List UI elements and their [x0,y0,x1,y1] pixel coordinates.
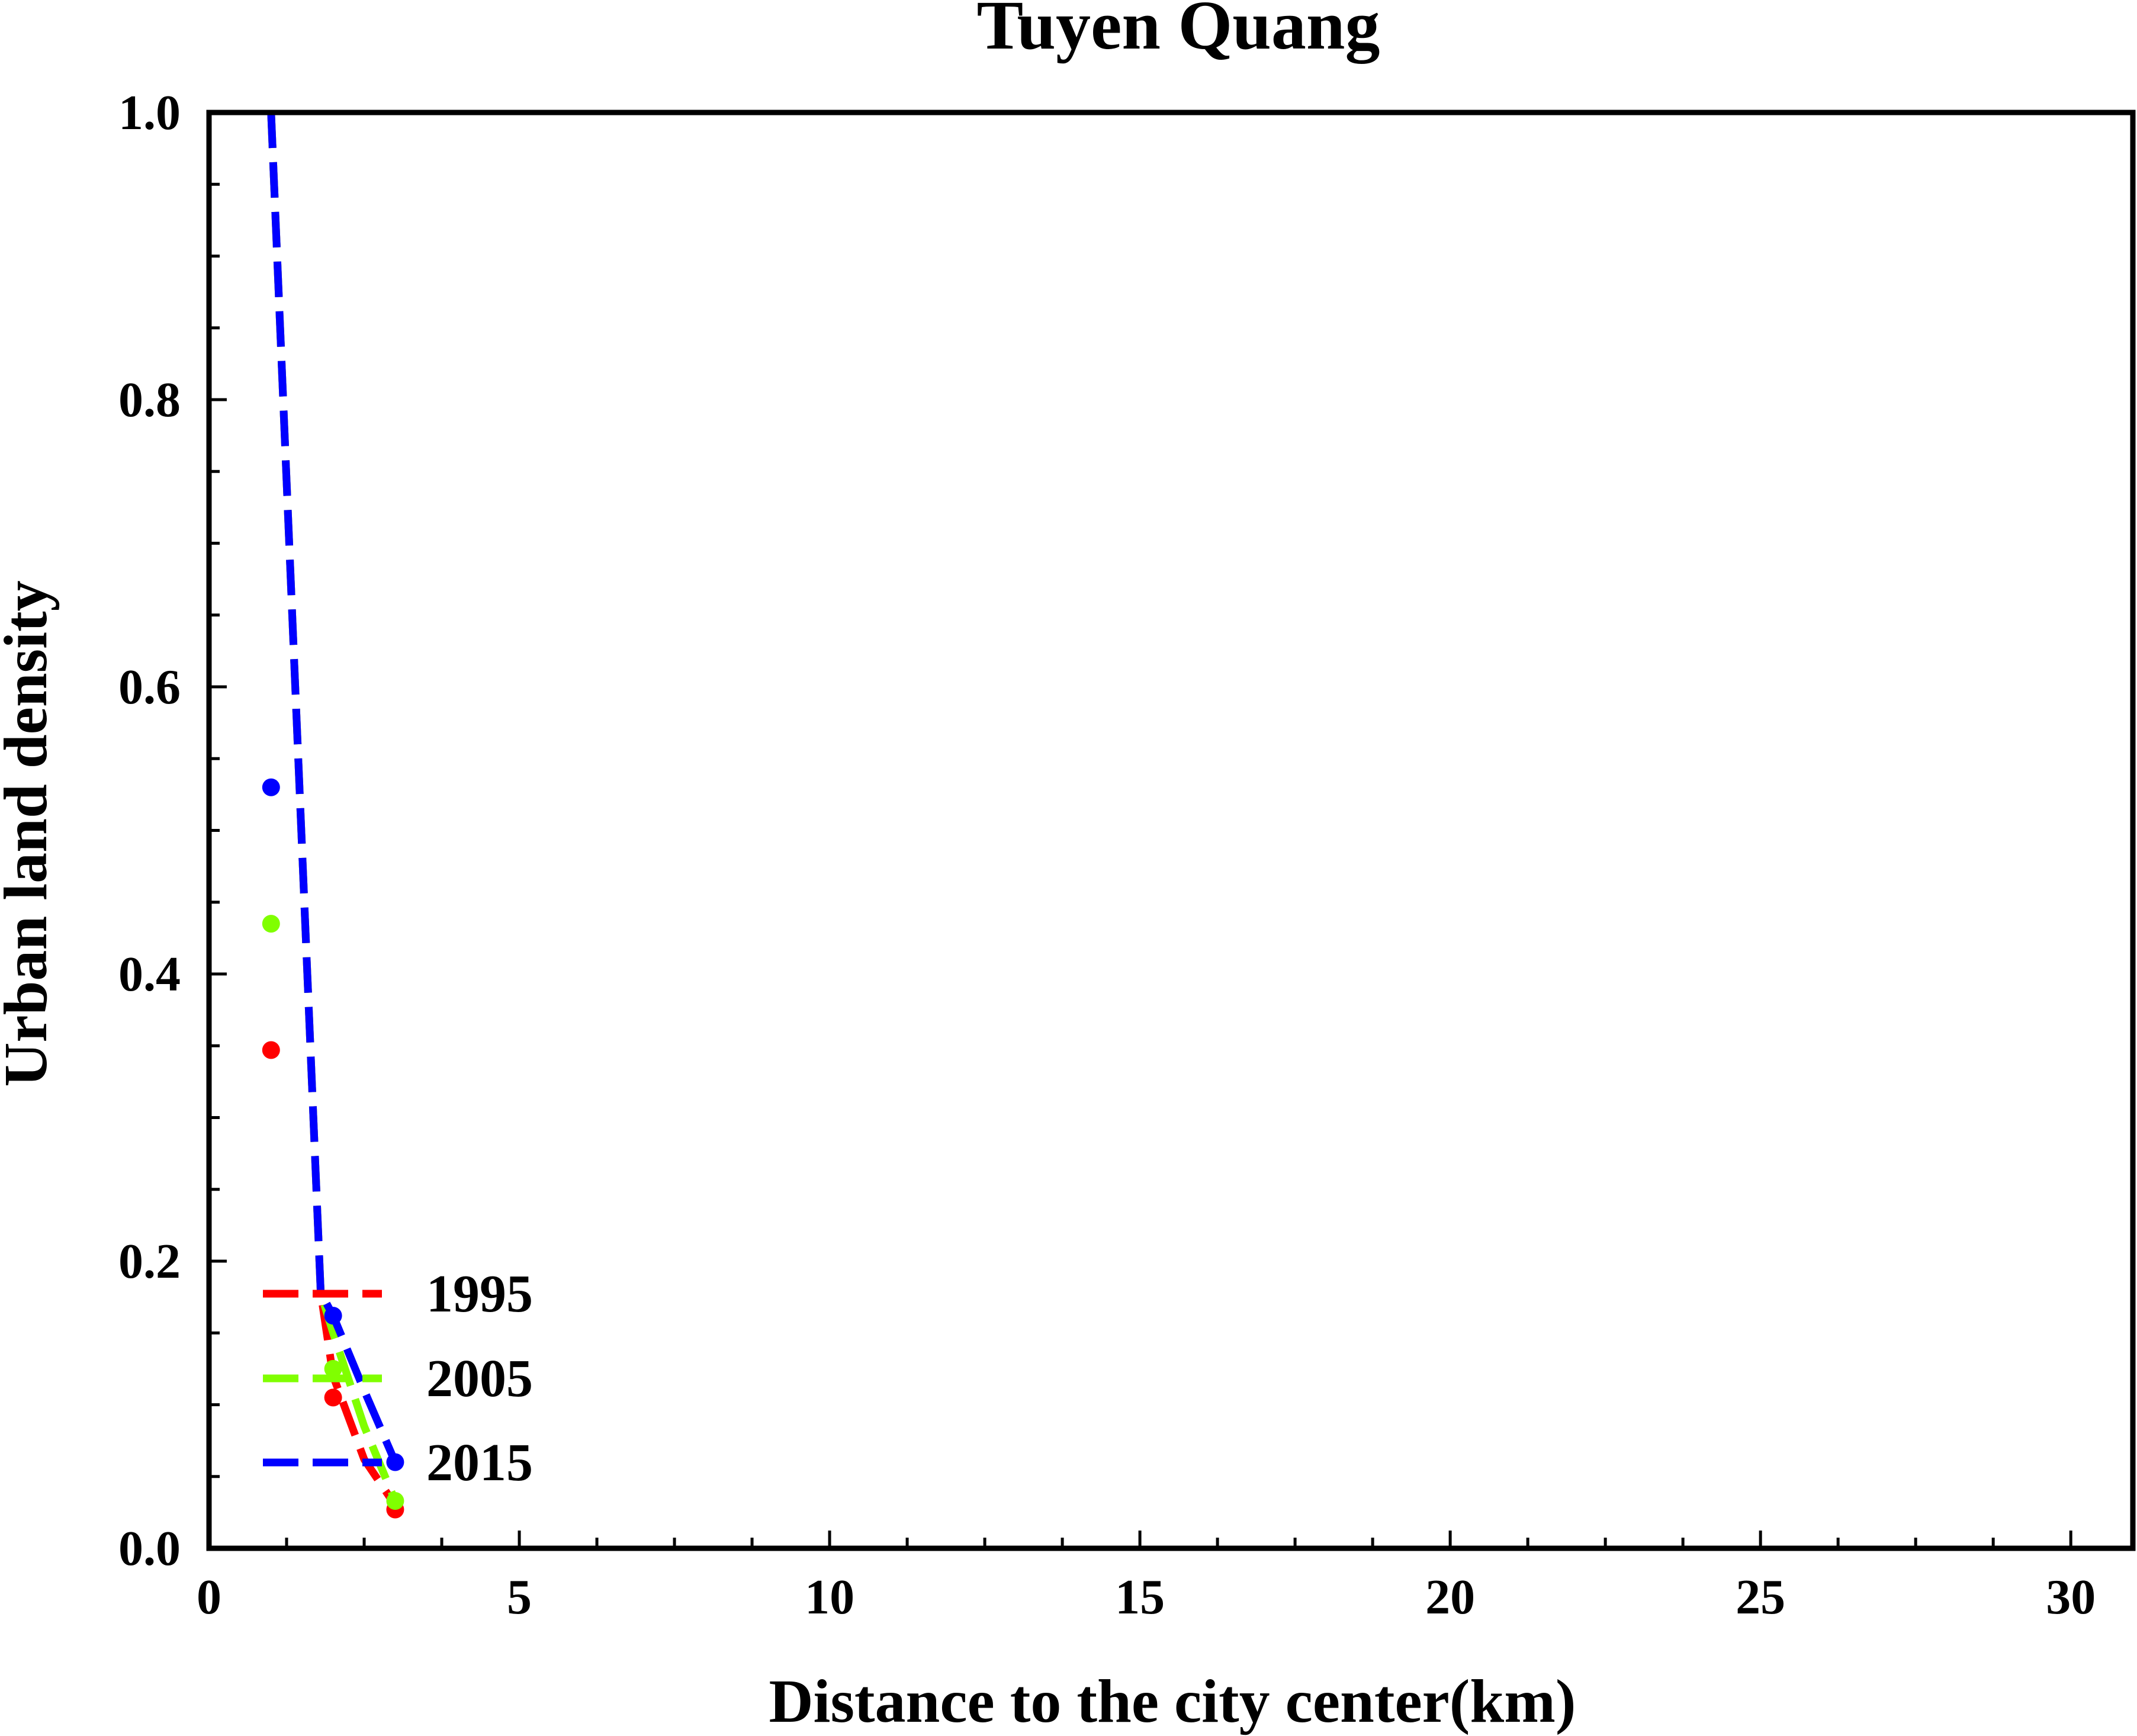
y-tick-label: 0.2 [118,1234,181,1289]
y-tick-label: 0.6 [118,660,181,715]
legend: 1995 2005 2015 [263,1265,533,1492]
x-tick-label: 10 [805,1570,854,1625]
x-tick-label: 25 [1736,1570,1785,1625]
series-2015-point [262,778,280,796]
series-2005-point [324,1359,342,1378]
series-2015-point [324,1307,342,1325]
y-axis-label: Urban land density [0,580,60,1086]
y-tick-label: 0.0 [118,1521,181,1576]
axis-ticks [207,111,2072,1550]
series-layer [262,112,404,1519]
y-tick-label: 0.8 [118,372,181,427]
x-tick-label: 15 [1115,1570,1165,1625]
series-2005-point [262,915,280,933]
series-1995-point [262,1041,280,1059]
series-2005-point [386,1491,404,1510]
x-tick-label: 20 [1425,1570,1475,1625]
legend-label-2005: 2005 [426,1349,533,1408]
series-1995-point [324,1388,342,1407]
x-tick-label: 30 [2046,1570,2096,1625]
x-tick-label: 0 [197,1570,221,1625]
x-axis-label: Distance to the city center(km) [769,1667,1576,1735]
axis-tick-labels: 0 5 10 15 20 25 30 0.0 0.2 0.4 0.6 0.8 1.0 [118,85,2096,1625]
y-tick-label: 0.4 [118,947,181,1002]
chart-title: Tuyen Quang [976,0,1380,64]
series-2005-fit-line [267,112,399,1503]
legend-label-1995: 1995 [426,1265,533,1323]
legend-label-2015: 2015 [426,1433,533,1492]
x-tick-label: 5 [507,1570,532,1625]
plot-frame [206,110,2136,1551]
y-tick-label: 1.0 [118,85,181,140]
series-2015-fit-line [267,112,399,1464]
series-2015-point [386,1453,404,1471]
